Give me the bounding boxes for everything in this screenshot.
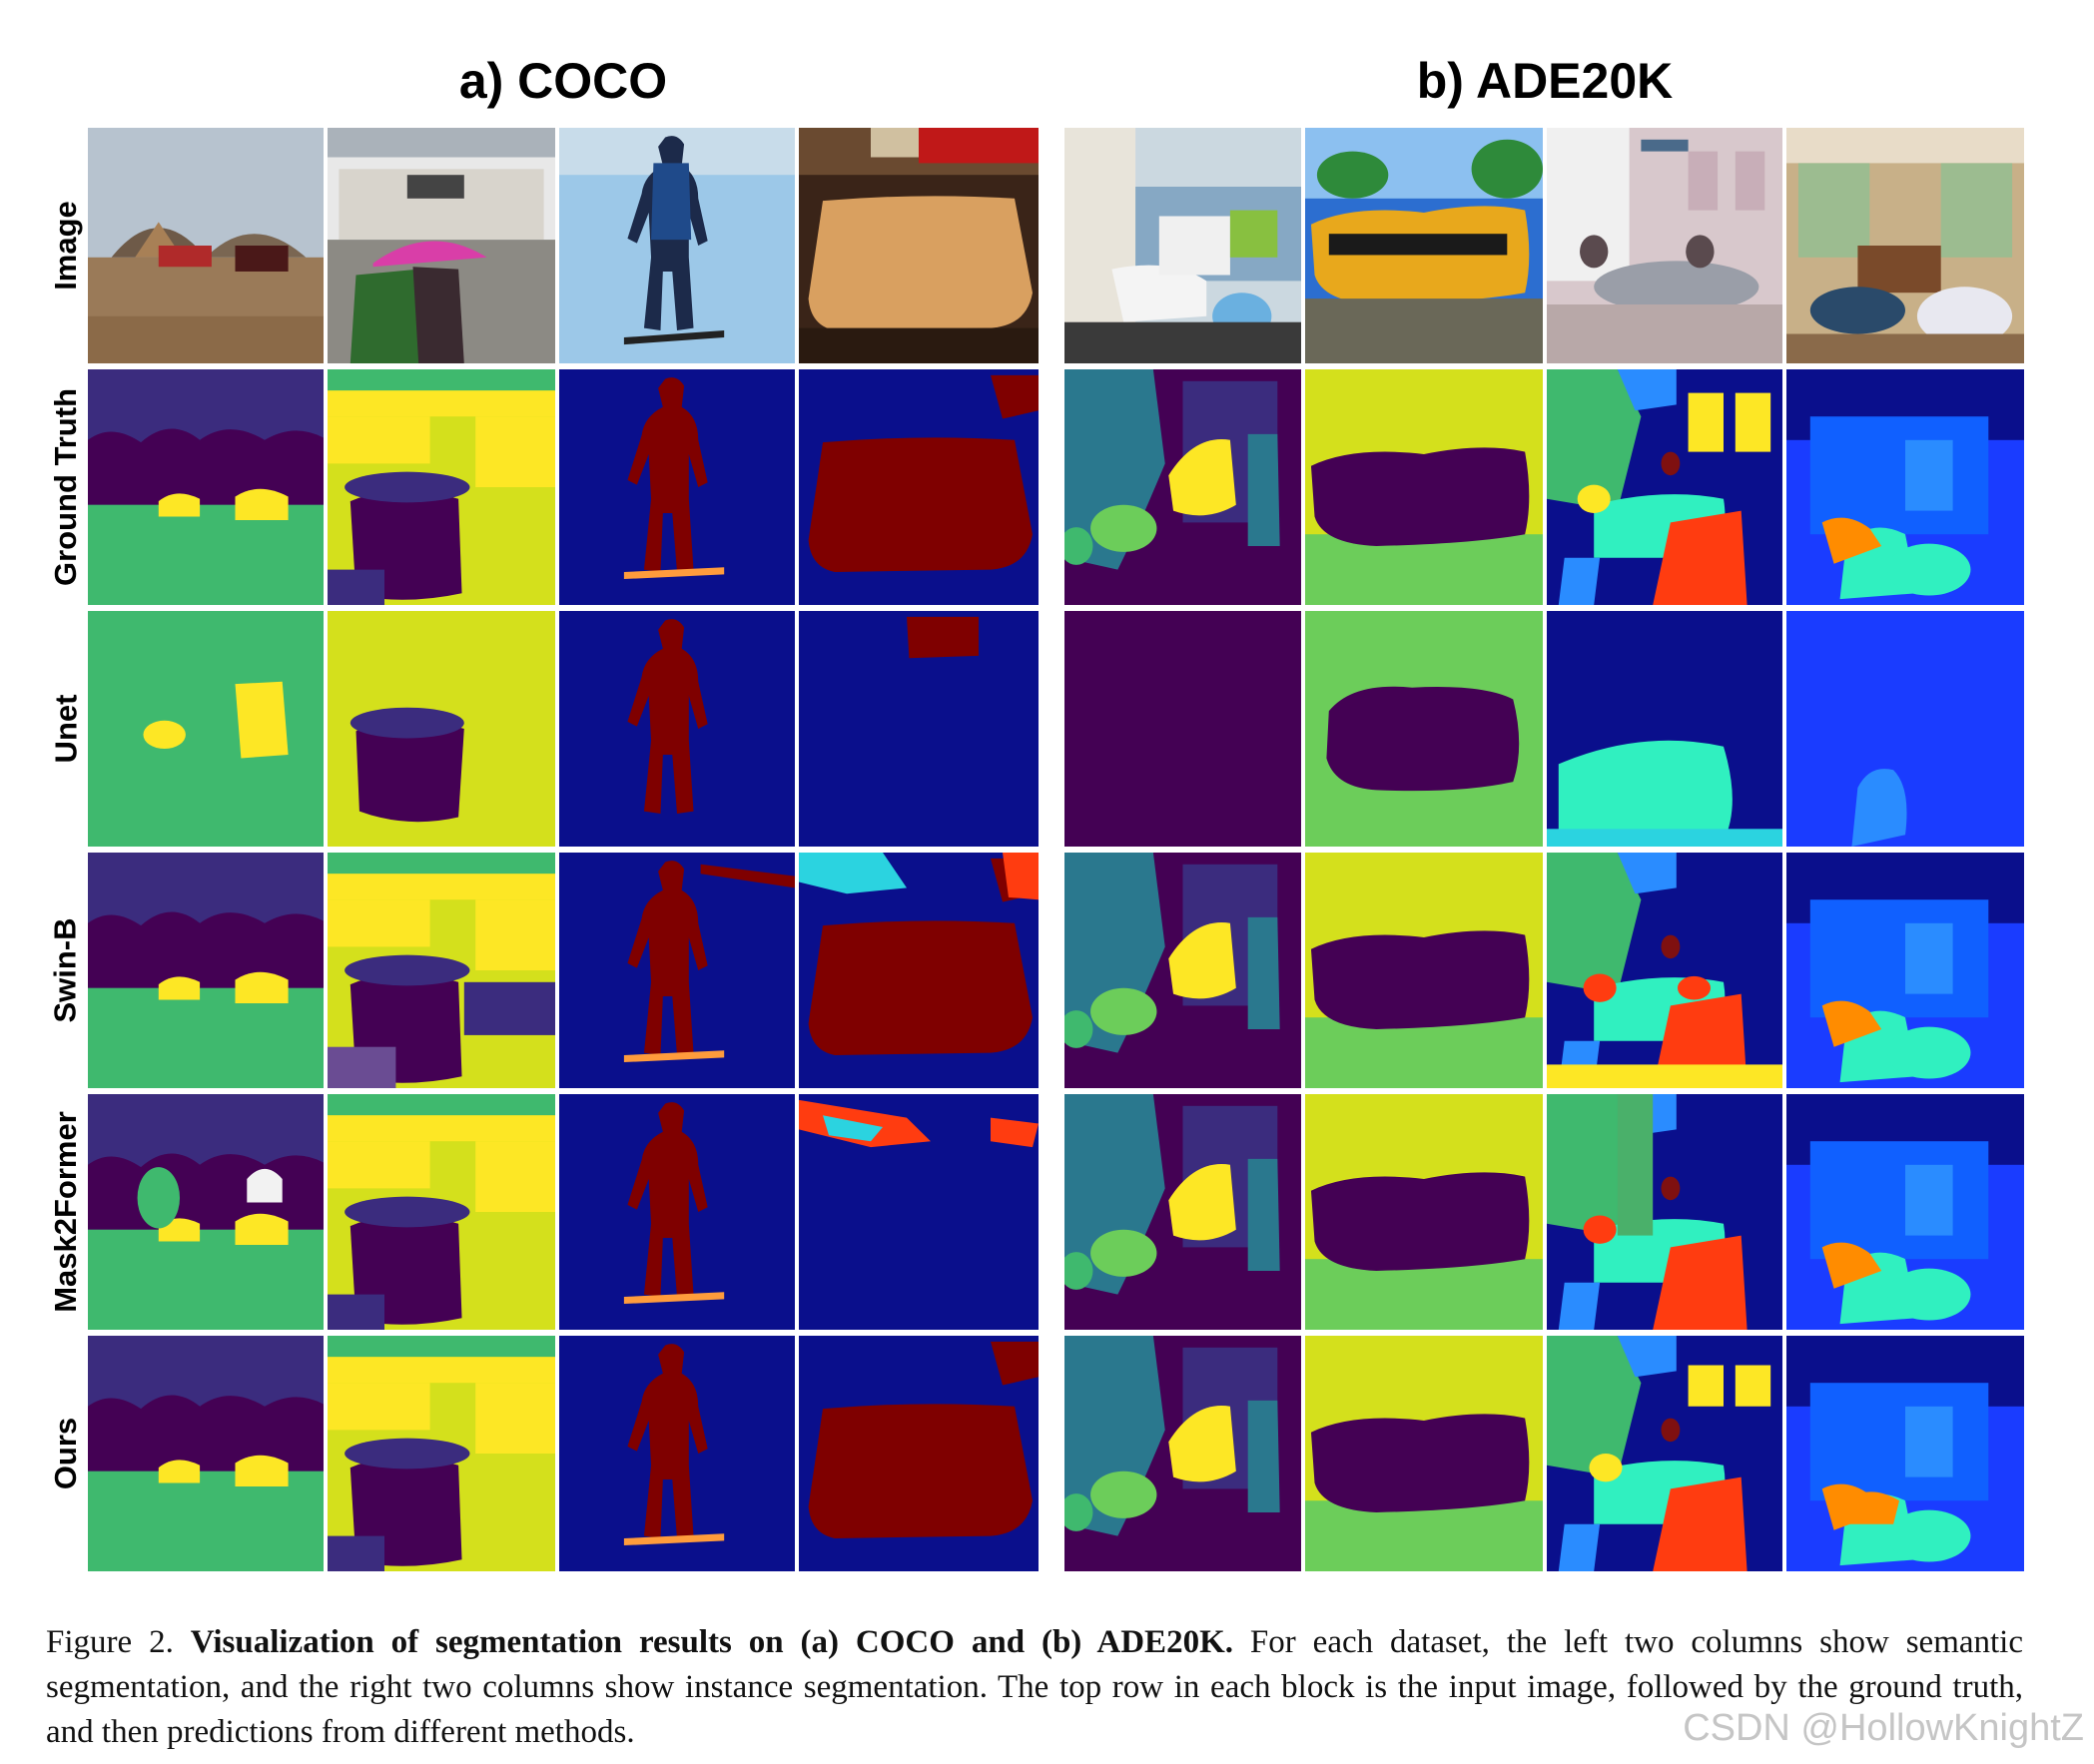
coco-mask2former-cell-3 [559,1094,795,1330]
ade20k-image-cell-4 [1786,128,2024,363]
coco-ours-cell-3 [559,1336,795,1571]
coco-unet-cell-2 [328,611,555,847]
coco-swin-b-cell-4 [799,853,1039,1088]
ade20k-unet-cell-3 [1547,611,1782,847]
row-label-ground-truth: Ground Truth [48,387,83,587]
ade20k-image-cell-1 [1064,128,1301,363]
coco-swin-b-cell-2 [328,853,555,1088]
figure-caption: Figure 2. Visualization of segmentation … [46,1624,2023,1750]
coco-ours-cell-1 [88,1336,324,1571]
ade20k-ground-truth-cell-4 [1786,369,2024,605]
coco-image-cell-4 [799,128,1039,363]
ade20k-mask2former-cell-1 [1064,1094,1301,1330]
ade20k-unet-cell-4 [1786,611,2024,847]
coco-ground-truth-cell-4 [799,369,1039,605]
coco-unet-cell-3 [559,611,795,847]
ade20k-mask2former-cell-4 [1786,1094,2024,1330]
row-label-image: Image [48,201,84,291]
row-label-ours: Ours [48,1417,84,1490]
ade20k-panel-title: b) ADE20K [1416,53,1674,109]
coco-ground-truth-cell-3 [559,369,795,605]
coco-swin-b-cell-3 [559,853,795,1088]
ade20k-mask2former-cell-2 [1305,1094,1543,1330]
row-label-swin-b: Swin-B [48,917,83,1023]
coco-panel-title: a) COCO [458,53,668,109]
ade20k-swin-b-cell-2 [1305,853,1543,1088]
coco-image-cell-2 [328,128,555,363]
coco-ours-cell-4 [799,1336,1039,1571]
ade20k-unet-cell-1 [1064,611,1301,847]
ade20k-image-cell-2 [1305,128,1543,363]
ade20k-ground-truth-cell-1 [1064,369,1301,605]
caption-bold: Visualization of segmentation results on… [190,1624,1233,1660]
coco-mask2former-cell-1 [88,1094,324,1330]
ade20k-swin-b-cell-4 [1786,853,2024,1088]
coco-unet-cell-4 [799,611,1039,847]
ade20k-ours-cell-2 [1305,1336,1543,1571]
watermark: CSDN @HollowKnightZ [1683,1707,2084,1749]
coco-mask2former-cell-4 [799,1094,1039,1330]
ade20k-ground-truth-cell-2 [1305,369,1543,605]
ade20k-swin-b-cell-3 [1547,853,1782,1088]
coco-image-cell-1 [88,128,324,363]
coco-ground-truth-cell-1 [88,369,324,605]
coco-ours-cell-2 [328,1336,555,1571]
row-label-mask2former: Mask2Former [48,1111,83,1313]
ade20k-unet-cell-2 [1305,611,1543,847]
coco-mask2former-cell-2 [328,1094,555,1330]
ade20k-ours-cell-4 [1786,1336,2024,1571]
ade20k-ground-truth-cell-3 [1547,369,1782,605]
ade20k-ours-cell-3 [1547,1336,1782,1571]
coco-ground-truth-cell-2 [328,369,555,605]
coco-swin-b-cell-1 [88,853,324,1088]
ade20k-ours-cell-1 [1064,1336,1301,1571]
ade20k-image-cell-3 [1547,128,1782,363]
row-label-unet: Unet [48,694,84,764]
coco-unet-cell-1 [88,611,324,847]
coco-image-cell-3 [559,128,795,363]
ade20k-swin-b-cell-1 [1064,853,1301,1088]
ade20k-mask2former-cell-3 [1547,1094,1782,1330]
